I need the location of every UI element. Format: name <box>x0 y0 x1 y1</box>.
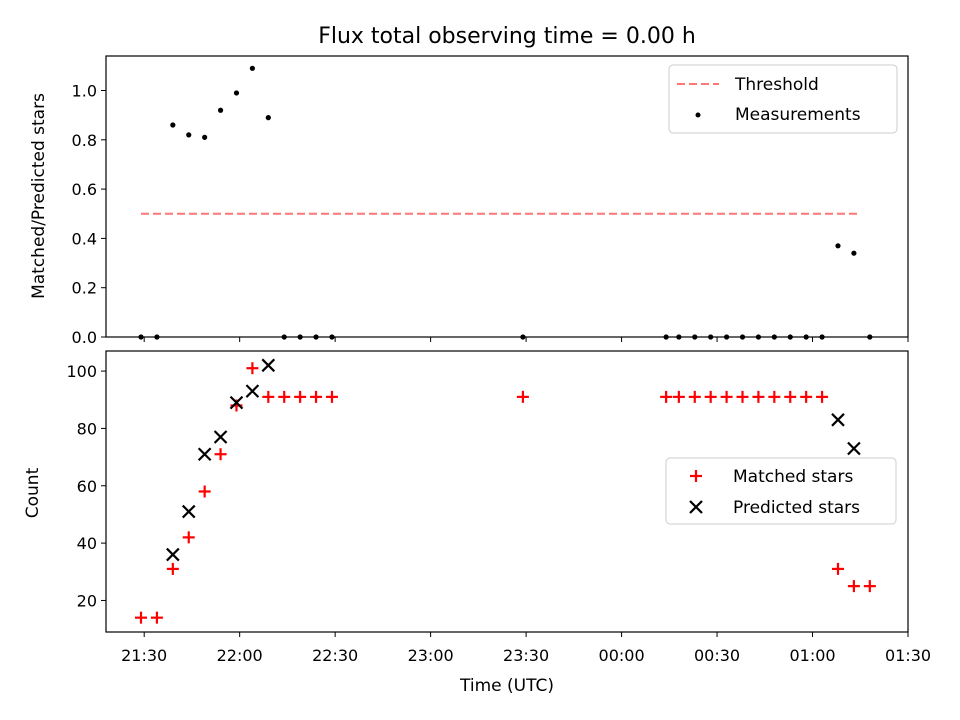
x-tick-label: 00:30 <box>694 646 740 665</box>
matched-star-point <box>262 390 275 403</box>
top-y-tick-label: 0.2 <box>72 279 97 298</box>
measurement-point <box>851 250 857 256</box>
top-plot-area <box>138 65 873 340</box>
predicted-star-point <box>213 430 228 444</box>
x-tick-label: 00:00 <box>599 646 645 665</box>
predicted-star-point <box>181 504 196 519</box>
measurement-point <box>186 132 192 138</box>
top-legend: Threshold Measurements <box>668 64 898 134</box>
predicted-star-point <box>831 413 845 427</box>
matched-star-point <box>198 485 211 498</box>
predicted-star-point <box>166 547 180 562</box>
matched-star-point <box>150 611 163 624</box>
top-legend-box <box>668 64 898 134</box>
top-y-tick-label: 0.8 <box>72 131 97 150</box>
measurement-point <box>202 134 208 140</box>
bottom-y-tick-label: 40 <box>77 534 97 553</box>
bottom-y-tick-label: 80 <box>77 419 97 438</box>
measurements-legend-label: Measurements <box>735 105 861 125</box>
x-tick-label: 01:30 <box>885 646 931 665</box>
top-y-tick-label: 0.6 <box>72 180 97 199</box>
predicted-legend-label: Predicted stars <box>733 498 860 518</box>
x-tick-label: 21:30 <box>121 646 167 665</box>
matched-star-point <box>768 390 781 403</box>
predicted-legend-swatch <box>689 500 703 514</box>
measurements-legend-swatch <box>695 112 701 118</box>
bottom-legend: Matched stars Predicted stars <box>665 457 897 525</box>
bottom-y-tick-label: 20 <box>77 591 97 610</box>
matched-star-point <box>688 390 701 403</box>
top-y-tick-label: 0.4 <box>72 229 97 248</box>
bottom-legend-box <box>665 457 897 525</box>
bottom-y-axis-label: Count <box>23 467 43 518</box>
bottom-plot-area <box>135 358 876 624</box>
matched-star-point <box>182 531 195 544</box>
matched-star-point <box>800 390 813 403</box>
measurement-point <box>170 122 176 128</box>
measurement-point <box>249 65 255 71</box>
matched-star-point <box>516 390 529 403</box>
top-y-ticks: 0.0 0.2 0.4 0.6 0.8 1.0 <box>72 82 106 347</box>
x-tick-label: 23:30 <box>503 646 549 665</box>
matched-star-point <box>214 448 227 461</box>
measurement-point <box>835 243 841 249</box>
x-tick-label: 23:00 <box>408 646 454 665</box>
x-tick-label: 22:00 <box>217 646 263 665</box>
matched-star-point <box>720 390 733 403</box>
matched-star-point <box>246 362 259 375</box>
predicted-star-point <box>847 441 861 456</box>
x-tick-label: 01:00 <box>789 646 835 665</box>
matched-star-point <box>660 390 673 403</box>
bottom-y-tick-label: 100 <box>66 362 97 381</box>
top-y-tick-label: 0.0 <box>72 328 97 347</box>
measurement-point <box>217 107 224 113</box>
matched-star-point <box>736 390 749 403</box>
x-tick-label: 22:30 <box>312 646 358 665</box>
top-panel: 0.0 0.2 0.4 0.6 0.8 1.0 Matched/Predicted sta… <box>29 55 909 347</box>
matched-star-point <box>784 390 797 403</box>
top-y-tick-label: 1.0 <box>72 82 97 101</box>
predicted-star-point <box>245 384 260 398</box>
top-y-axis-label: Matched/Predicted stars <box>29 93 49 299</box>
predicted-star-point <box>197 447 212 462</box>
threshold-legend-label: Threshold <box>734 75 819 95</box>
matched-legend-swatch <box>690 470 702 482</box>
matched-star-point <box>672 390 685 403</box>
matched-star-point <box>847 580 860 593</box>
bottom-x-ticks: 21:30 22:00 22:30 23:00 23:30 00:00 00:30 01:00… <box>121 632 931 665</box>
matched-star-point <box>166 562 179 575</box>
bottom-axes-frame <box>105 350 909 633</box>
matched-star-point <box>704 390 717 403</box>
measurement-point <box>233 90 240 96</box>
measurement-point <box>265 115 271 121</box>
matched-star-point <box>278 390 291 403</box>
matched-star-point <box>310 390 323 403</box>
x-axis-label: Time (UTC) <box>459 676 554 696</box>
matched-star-point <box>135 611 148 624</box>
matched-star-point <box>752 390 765 403</box>
matched-star-point <box>325 390 338 403</box>
bottom-y-ticks: 20 40 60 80 100 <box>66 362 106 610</box>
top-x-ticks <box>143 337 909 342</box>
matched-star-point <box>831 562 844 575</box>
matched-legend-label: Matched stars <box>733 467 853 487</box>
bottom-y-tick-label: 60 <box>77 477 97 496</box>
bottom-panel: 20 40 60 80 100 21:30 22:00 22:30 23:00 23:30 00:… <box>23 350 931 696</box>
top-axes-frame <box>105 55 909 338</box>
matched-star-point <box>294 390 307 403</box>
predicted-star-point <box>229 395 244 410</box>
matched-star-point <box>863 580 876 593</box>
matched-star-point <box>816 390 829 403</box>
predicted-star-point <box>261 358 276 373</box>
chart-title: Flux total observing time = 0.00 h <box>318 24 696 49</box>
